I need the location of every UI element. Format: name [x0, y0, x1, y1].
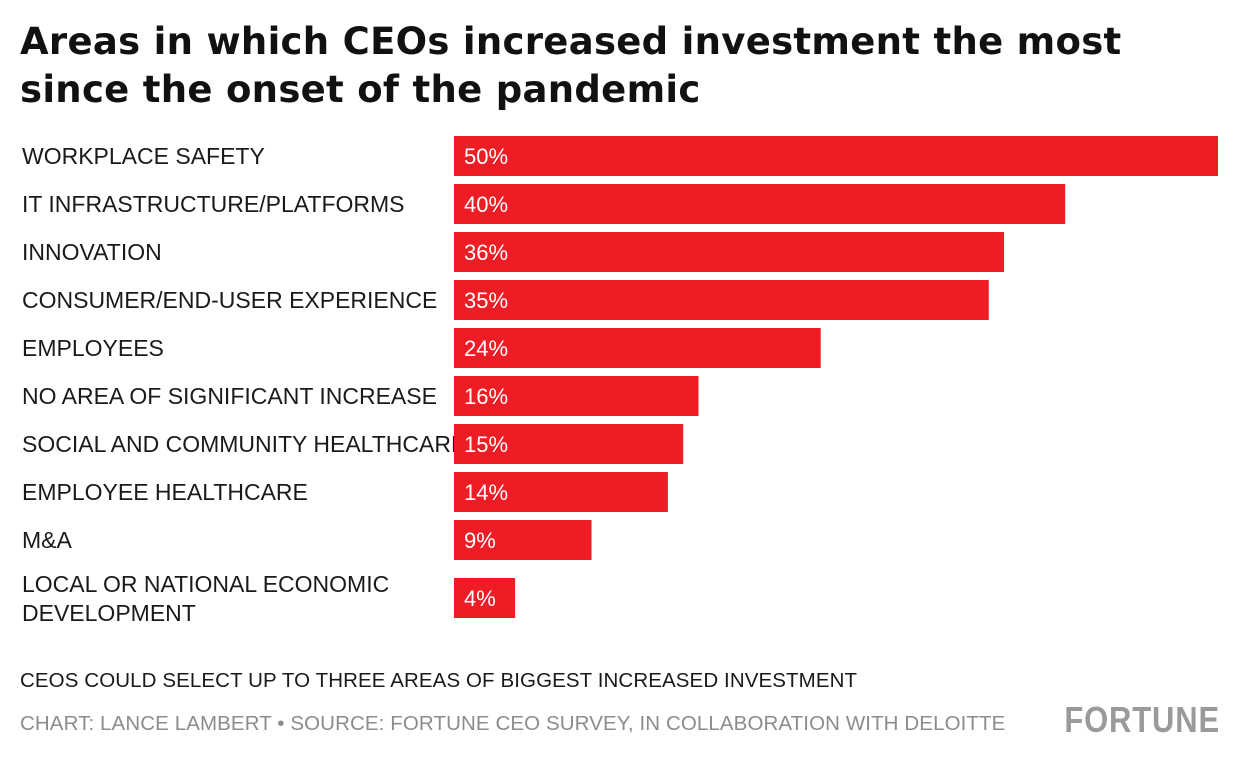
category-label: EMPLOYEES — [22, 335, 164, 361]
bar — [454, 376, 699, 416]
bar-value-label: 35% — [464, 288, 508, 313]
bar-value-label: 40% — [464, 192, 508, 217]
category-label-line: DEVELOPMENT — [22, 600, 196, 626]
category-label-line: LOCAL OR NATIONAL ECONOMIC — [22, 571, 389, 597]
bar-value-label: 4% — [464, 586, 496, 611]
bar-value-label: 14% — [464, 480, 508, 505]
chart-title: Areas in which CEOs increased investment… — [20, 20, 1122, 111]
bar — [454, 136, 1218, 176]
chart-note: CEOS COULD SELECT UP TO THREE AREAS OF B… — [20, 669, 858, 692]
bar-value-label: 16% — [464, 384, 508, 409]
bar — [454, 424, 684, 464]
bar — [454, 578, 516, 618]
bar — [454, 472, 668, 512]
bar-value-label: 15% — [464, 432, 508, 457]
bar-value-label: 50% — [464, 144, 508, 169]
category-label: WORKPLACE SAFETY — [22, 143, 265, 169]
category-label: SOCIAL AND COMMUNITY HEALTHCARE — [22, 431, 466, 457]
category-label: IT INFRASTRUCTURE/PLATFORMS — [22, 191, 405, 217]
bar — [454, 520, 592, 560]
bar-value-label: 36% — [464, 240, 508, 265]
bar-value-label: 24% — [464, 336, 508, 361]
bar — [454, 232, 1005, 272]
category-label: NO AREA OF SIGNIFICANT INCREASE — [22, 383, 437, 409]
bar-value-label: 9% — [464, 528, 496, 553]
chart-credit: CHART: LANCE LAMBERT • SOURCE: FORTUNE C… — [20, 712, 1006, 735]
bar — [454, 280, 989, 320]
bar — [454, 184, 1066, 224]
category-label: CONSUMER/END-USER EXPERIENCE — [22, 287, 437, 313]
category-label: INNOVATION — [22, 239, 162, 265]
bar — [454, 328, 821, 368]
category-label: M&A — [22, 527, 73, 553]
category-label: LOCAL OR NATIONAL ECONOMIC DEVELOPMENT — [22, 571, 389, 626]
category-label: EMPLOYEE HEALTHCARE — [22, 479, 308, 505]
fortune-logo: FORTUNE — [1064, 699, 1220, 740]
